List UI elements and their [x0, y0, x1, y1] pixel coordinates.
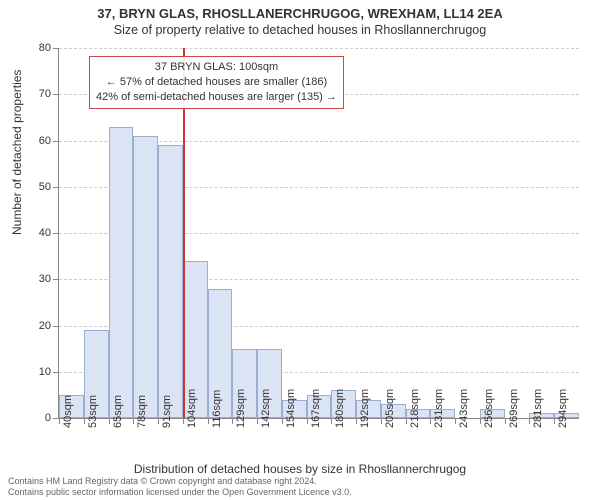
x-tick — [84, 418, 85, 424]
y-tick — [53, 372, 59, 373]
x-tick-label: 180sqm — [334, 389, 346, 428]
annotation-line-3: 42% of semi-detached houses are larger (… — [96, 90, 337, 105]
x-tick — [183, 418, 184, 424]
x-tick — [232, 418, 233, 424]
histogram-bar — [133, 136, 158, 418]
x-tick — [158, 418, 159, 424]
x-tick-label: 53sqm — [87, 395, 99, 428]
x-tick — [282, 418, 283, 424]
x-tick-label: 104sqm — [186, 389, 198, 428]
x-tick — [529, 418, 530, 424]
x-tick-label: 205sqm — [384, 389, 396, 428]
x-tick-label: 167sqm — [310, 389, 322, 428]
x-tick-label: 129sqm — [235, 389, 247, 428]
x-tick — [208, 418, 209, 424]
x-tick — [505, 418, 506, 424]
x-tick-label: 294sqm — [557, 389, 569, 428]
y-tick-label: 70 — [21, 88, 51, 100]
page-title: 37, BRYN GLAS, RHOSLLANERCHRUGOG, WREXHA… — [0, 0, 600, 21]
x-tick — [109, 418, 110, 424]
annotation-line-1: 37 BRYN GLAS: 100sqm — [96, 60, 337, 75]
y-tick — [53, 48, 59, 49]
copyright-footer: Contains HM Land Registry data © Crown c… — [8, 476, 352, 498]
y-tick-label: 80 — [21, 42, 51, 54]
x-tick — [356, 418, 357, 424]
x-tick-label: 65sqm — [112, 395, 124, 428]
x-tick — [455, 418, 456, 424]
x-tick-label: 243sqm — [458, 389, 470, 428]
x-tick — [331, 418, 332, 424]
x-tick — [406, 418, 407, 424]
y-tick — [53, 187, 59, 188]
x-tick — [554, 418, 555, 424]
histogram-bar — [109, 127, 134, 418]
footer-line-1: Contains HM Land Registry data © Crown c… — [8, 476, 352, 487]
x-tick — [381, 418, 382, 424]
x-tick-label: 281sqm — [532, 389, 544, 428]
y-tick-label: 10 — [21, 366, 51, 378]
x-tick-label: 142sqm — [260, 389, 272, 428]
x-tick — [480, 418, 481, 424]
x-tick-label: 269sqm — [508, 389, 520, 428]
x-tick — [59, 418, 60, 424]
y-tick-label: 50 — [21, 181, 51, 193]
y-tick-label: 30 — [21, 273, 51, 285]
x-tick-label: 192sqm — [359, 389, 371, 428]
x-tick — [307, 418, 308, 424]
x-tick — [133, 418, 134, 424]
y-tick — [53, 279, 59, 280]
x-tick-label: 256sqm — [483, 389, 495, 428]
x-tick-label: 78sqm — [136, 395, 148, 428]
x-tick-label: 116sqm — [211, 390, 223, 428]
x-axis-label: Distribution of detached houses by size … — [0, 462, 600, 476]
y-tick-label: 60 — [21, 135, 51, 147]
footer-line-3: Contains public sector information licen… — [8, 487, 352, 498]
y-tick — [53, 326, 59, 327]
y-tick — [53, 233, 59, 234]
page-subtitle: Size of property relative to detached ho… — [0, 21, 600, 37]
histogram-chart: 0102030405060708040sqm53sqm65sqm78sqm91s… — [58, 48, 578, 418]
histogram-bar — [158, 145, 183, 418]
x-tick-label: 91sqm — [161, 395, 173, 428]
x-tick — [430, 418, 431, 424]
x-tick-label: 231sqm — [433, 389, 445, 428]
annotation-line-2: ← 57% of detached houses are smaller (18… — [96, 75, 337, 90]
x-tick-label: 218sqm — [409, 389, 421, 428]
x-tick-label: 154sqm — [285, 389, 297, 428]
y-tick-label: 20 — [21, 320, 51, 332]
plot-area: 0102030405060708040sqm53sqm65sqm78sqm91s… — [58, 48, 579, 419]
y-tick — [53, 141, 59, 142]
y-tick-label: 40 — [21, 227, 51, 239]
x-tick-label: 40sqm — [62, 395, 74, 428]
x-tick — [257, 418, 258, 424]
y-tick — [53, 94, 59, 95]
y-tick-label: 0 — [21, 412, 51, 424]
annotation-box: 37 BRYN GLAS: 100sqm← 57% of detached ho… — [89, 56, 344, 109]
gridline — [59, 48, 579, 49]
